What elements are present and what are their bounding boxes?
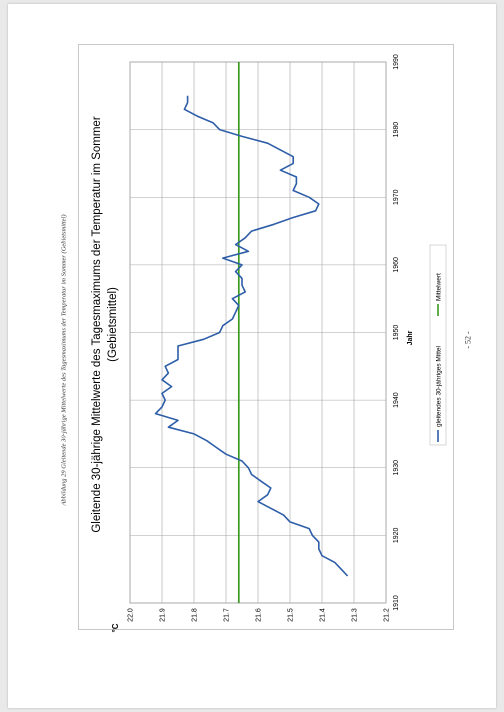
legend: gleitendes 30-jähriges Mittel Mittelwert	[429, 244, 447, 446]
chart-title: Gleitende 30-jährige Mittelwerte des Tag…	[91, 116, 103, 532]
y-tick-label: 21.5	[288, 608, 295, 622]
chart-subtitle: (Gebietsmittel)	[107, 287, 119, 362]
legend-box	[429, 244, 447, 446]
x-tick-label: 1950	[393, 325, 400, 341]
y-tick-label: 22.0	[128, 608, 135, 622]
y-tick-label: 21.2	[384, 608, 391, 622]
series-layer	[154, 62, 349, 603]
x-tick-label: 1990	[393, 54, 400, 70]
y-axis-label: °C	[111, 623, 120, 632]
legend-label: Mittelwert	[436, 273, 443, 301]
x-tick-label: 1960	[393, 257, 400, 273]
x-tick-label: 1910	[393, 595, 400, 611]
x-tick-label: 1970	[393, 189, 400, 205]
y-tick-label: 21.6	[256, 608, 263, 622]
y-tick-label: 21.9	[160, 608, 167, 622]
x-tick-label: 1920	[393, 527, 400, 543]
x-tick-label: 1930	[393, 460, 400, 476]
y-tick-label: 21.3	[352, 608, 359, 622]
chart-frame	[78, 44, 454, 630]
gridlines	[129, 61, 387, 604]
y-tick-label: 21.4	[320, 608, 327, 622]
x-axis-label: Jahr	[407, 330, 414, 345]
legend-label: gleitendes 30-jähriges Mittel	[436, 346, 443, 427]
tick-labels: 21.2 21.3 21.4 21.5 21.6 21.7 21.8 21.9 22.0 1910…	[128, 54, 401, 622]
y-tick-label: 21.8	[192, 608, 199, 622]
document-page	[8, 4, 496, 708]
y-tick-label: 21.7	[224, 608, 231, 622]
x-tick-label: 1940	[393, 392, 400, 408]
series-line	[154, 95, 349, 577]
x-tick-label: 1980	[393, 122, 400, 138]
